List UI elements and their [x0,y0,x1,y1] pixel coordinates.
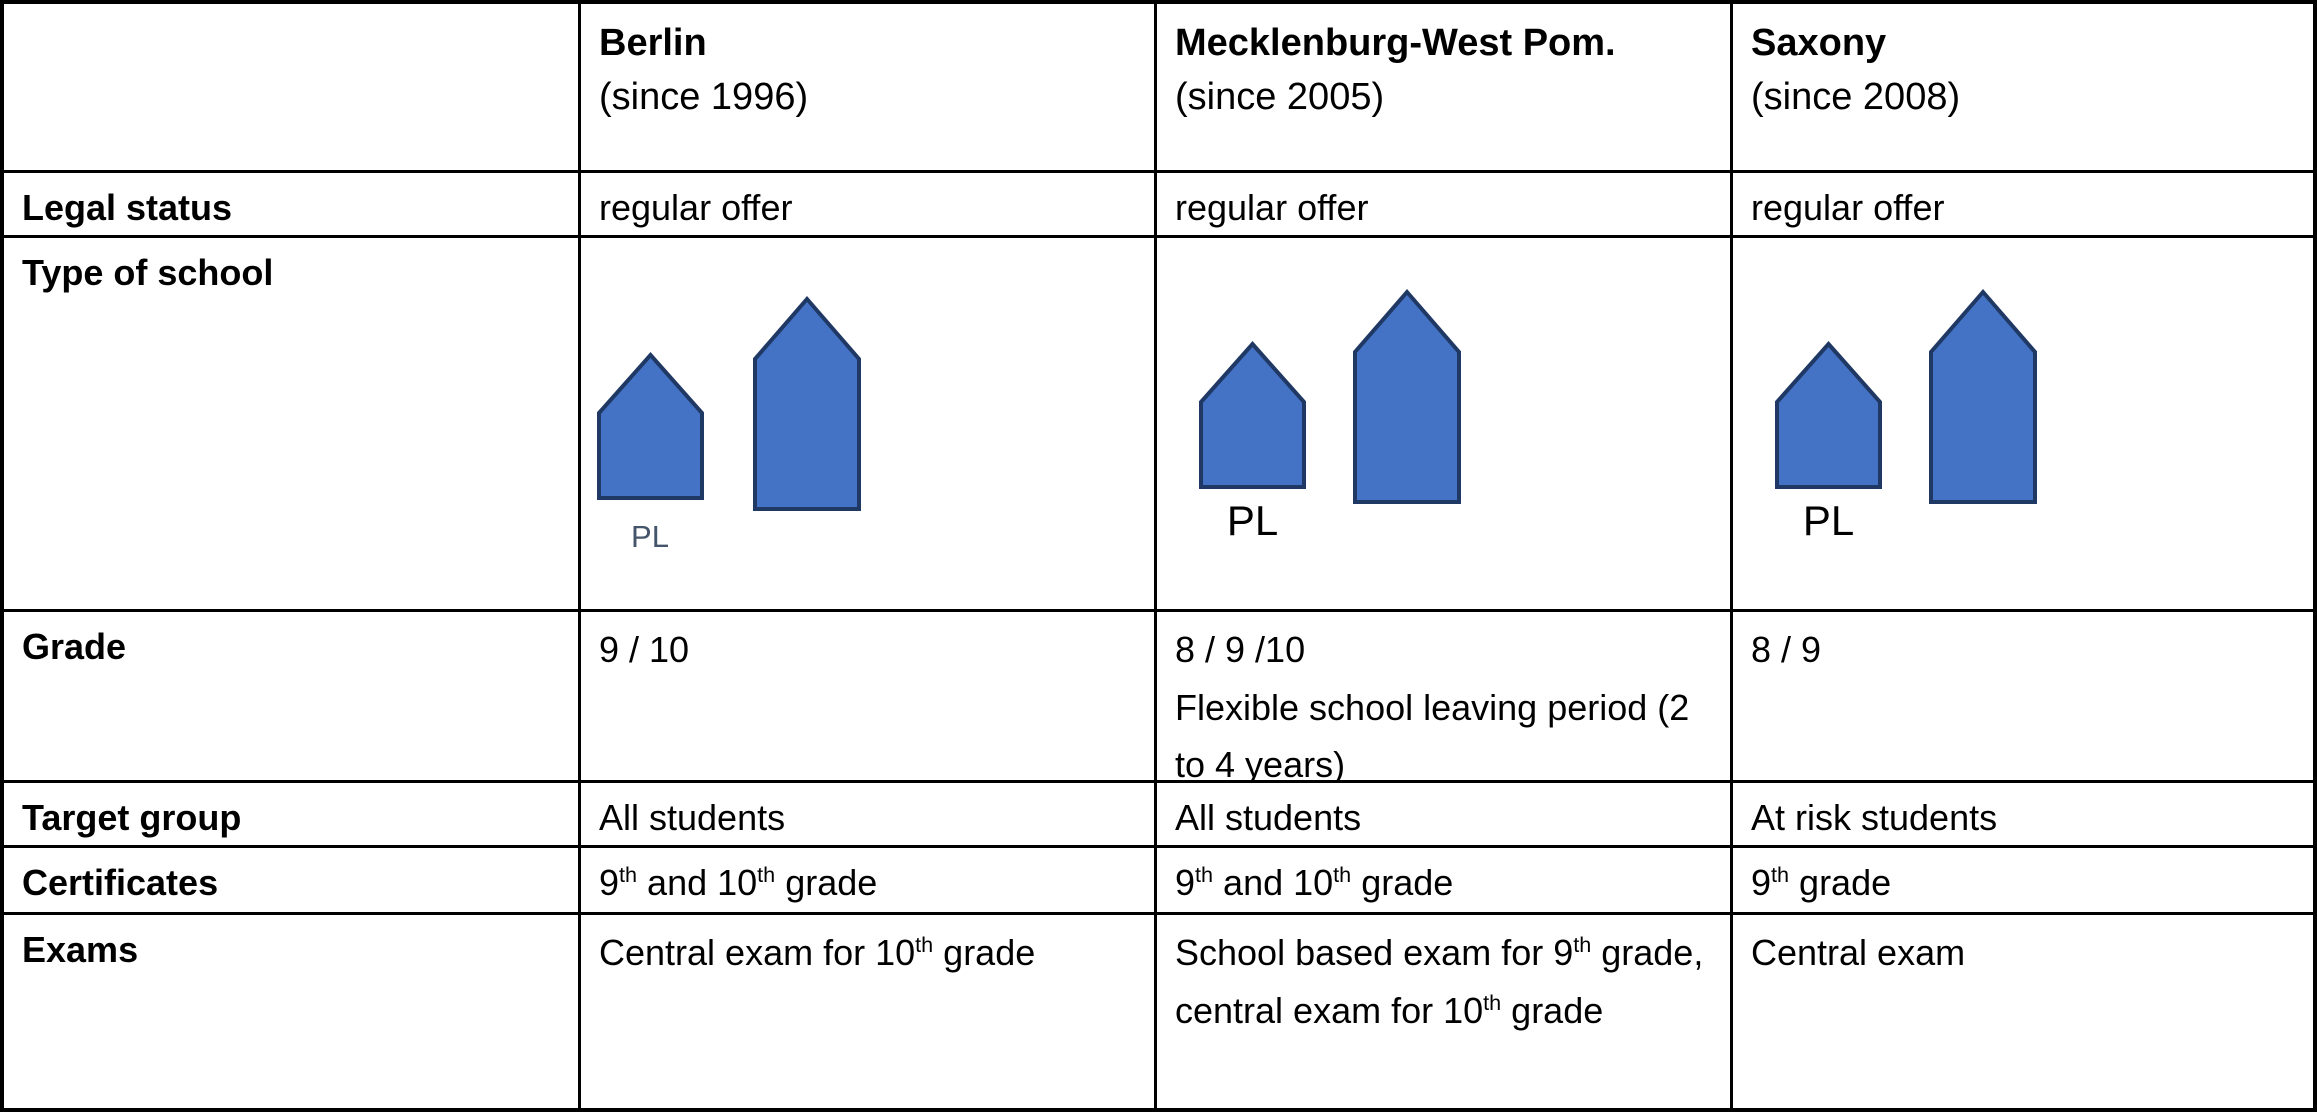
col-header-berlin-since: (since 1996) [599,75,809,118]
cell-certificates-mecklenburg: 9th and 10th grade [1157,848,1733,915]
cell-type-of-school-berlin: PL [581,238,1157,612]
school-house-large-shape [1353,288,1461,504]
col-header-berlin: Berlin (since 1996) [581,4,1157,173]
row-label-target-group: Target group [4,783,581,848]
cell-legal-status-berlin: regular offer [581,173,1157,238]
cell-target-group-berlin: All students [581,783,1157,848]
cell-exams-mecklenburg: School based exam for 9th grade, central… [1157,915,1733,1108]
cell-legal-status-saxony: regular offer [1733,173,2313,238]
row-label-exams: Exams [4,915,581,1108]
row-label-type-of-school: Type of school [4,238,581,612]
school-house-large-shape [1929,288,2037,504]
row-label-certificates: Certificates [4,848,581,915]
cell-type-of-school-saxony: PL [1733,238,2313,612]
col-header-berlin-name: Berlin [599,22,707,64]
col-header-saxony-name: Saxony [1751,22,1887,64]
cell-grade-saxony: 8 / 9 [1733,612,2313,783]
comparison-table: Berlin (since 1996) Mecklenburg-West Pom… [4,4,2313,1108]
row-label-grade: Grade [4,612,581,783]
col-header-mecklenburg-name: Mecklenburg-West Pom. [1175,22,1616,64]
row-label-legal-status: Legal status [4,173,581,238]
col-header-saxony-since: (since 2008) [1751,75,1961,118]
school-house-small-shape [1199,340,1306,489]
col-header-saxony: Saxony (since 2008) [1733,4,2313,173]
col-header-mecklenburg: Mecklenburg-West Pom. (since 2005) [1157,4,1733,173]
school-house-small-icon [1199,340,1306,489]
cell-target-group-mecklenburg: All students [1157,783,1733,848]
school-house-large-shape [753,295,861,511]
school-house-large-icon [1929,288,2037,504]
school-house-small-shape [1775,340,1882,489]
cell-exams-saxony: Central exam [1751,932,1966,973]
cell-certificates-berlin: 9th and 10th grade [581,848,1157,915]
cell-target-group-saxony: At risk students [1733,783,2313,848]
pl-label-berlin: PL [631,519,669,554]
cell-legal-status-mecklenburg: regular offer [1157,173,1733,238]
pl-label-mecklenburg: PL [1226,497,1279,544]
corner-cell [4,4,581,173]
cell-certificates-saxony: 9th grade [1733,848,2313,915]
pl-label-saxony: PL [1802,497,1855,544]
cell-exams-berlin: Central exam for 10th grade [581,915,1157,1108]
cell-grade-mecklenburg: 8 / 9 /10 Flexible school leaving period… [1157,612,1733,783]
school-house-small-icon [1775,340,1882,489]
cell-type-of-school-mecklenburg: PL [1157,238,1733,612]
school-house-large-icon [1353,288,1461,504]
school-house-small-icon [597,351,704,500]
col-header-mecklenburg-since: (since 2005) [1175,75,1385,118]
cell-grade-berlin: 9 / 10 [581,612,1157,783]
school-house-large-icon [753,295,861,511]
school-house-small-shape [597,351,704,500]
